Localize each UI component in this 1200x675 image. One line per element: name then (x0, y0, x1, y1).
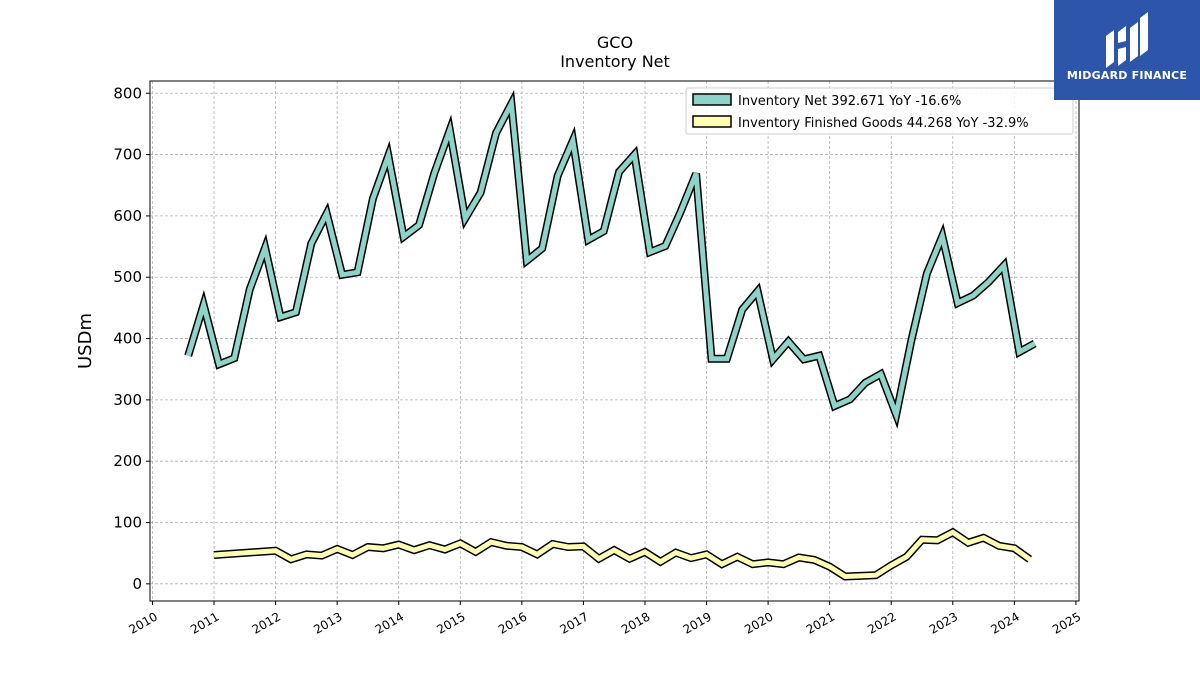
x-tick-label: 2018 (619, 609, 652, 636)
x-tick-label: 2022 (865, 609, 898, 636)
x-tick-label: 2011 (188, 609, 221, 636)
y-tick-label: 0 (132, 575, 142, 593)
y-tick-label: 400 (113, 330, 142, 348)
legend-label-2: Inventory Finished Goods 44.268 YoY -32.… (738, 116, 1029, 131)
y-tick-label: 200 (113, 452, 142, 470)
legend-swatch-1 (692, 93, 732, 106)
x-tick-label: 2024 (988, 609, 1021, 636)
y-tick-label: 800 (113, 84, 142, 102)
y-tick-label: 100 (113, 514, 142, 532)
legend-swatch-2 (692, 115, 732, 128)
logo-mark-icon (1106, 12, 1148, 68)
y-axis-label: USDm (75, 313, 96, 369)
y-tick-label: 300 (113, 391, 142, 409)
y-tick-label: 500 (113, 268, 142, 286)
legend-box (685, 87, 1074, 135)
chart-title: GCO (596, 33, 634, 52)
x-tick-label: 2019 (681, 609, 714, 636)
plot-frame (149, 80, 1080, 602)
y-tick-label: 600 (113, 207, 142, 225)
x-tick-label: 2025 (1050, 609, 1083, 636)
x-tick-label: 2014 (373, 609, 406, 636)
x-tick-label: 2020 (742, 609, 775, 636)
chart-subtitle: Inventory Net (560, 52, 670, 71)
y-tick-label: 700 (113, 146, 142, 164)
x-tick-label: 2017 (557, 609, 590, 636)
series-2-line (213, 529, 1032, 580)
x-tick-label: 2013 (311, 609, 344, 636)
x-tick-label: 2010 (127, 609, 160, 636)
x-tick-label: 2015 (434, 609, 467, 636)
series-1-line (185, 95, 1036, 424)
x-tick-label: 2023 (927, 609, 960, 636)
x-tick-label: 2016 (496, 609, 529, 636)
midgard-finance-logo: MIDGARD FINANCE (1054, 0, 1200, 100)
x-tick-label: 2021 (804, 609, 837, 636)
legend: Inventory Net 392.671 YoY -16.6% Inventor… (685, 87, 1074, 135)
legend-label-1: Inventory Net 392.671 YoY -16.6% (738, 94, 961, 109)
logo-text: MIDGARD FINANCE (1066, 69, 1188, 82)
x-tick-label: 2012 (250, 609, 283, 636)
